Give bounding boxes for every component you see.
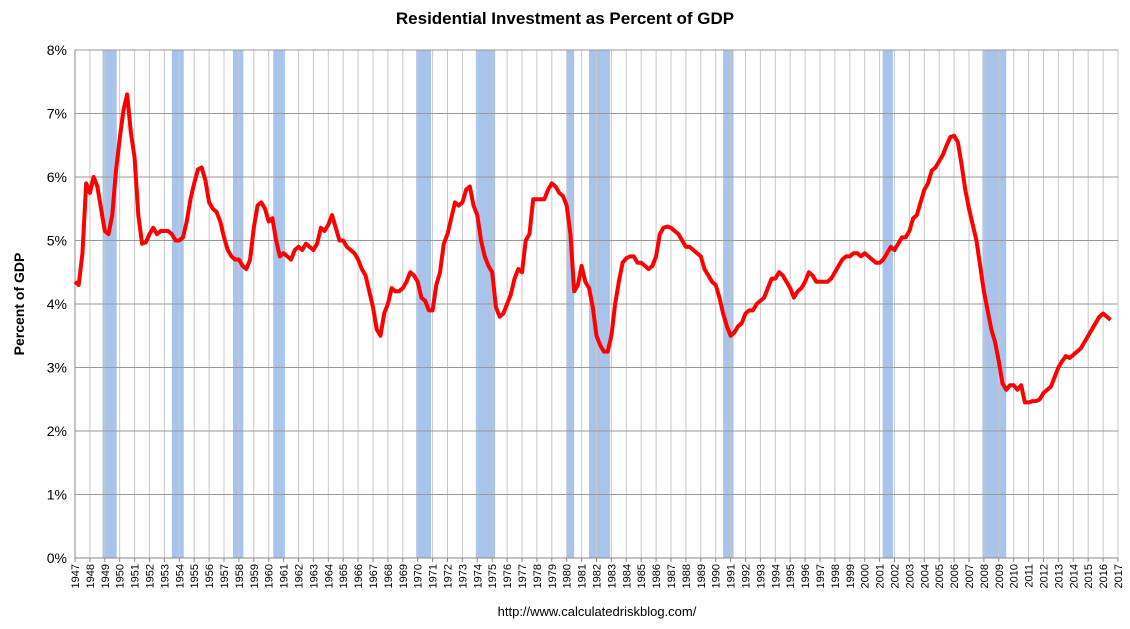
data-line [73, 92, 1112, 405]
x-tick-label: 1985 [636, 564, 648, 588]
x-tick-label: 1956 [204, 564, 216, 588]
x-tick-label: 1960 [264, 564, 276, 588]
x-tick-label: 1991 [726, 564, 738, 588]
x-tick-label: 1968 [383, 564, 395, 588]
x-tick-label: 1997 [815, 564, 827, 588]
y-axis-label: Percent of GDP [11, 253, 27, 356]
x-tick-label: 2013 [1053, 564, 1065, 588]
y-tick-label: 7% [47, 106, 67, 122]
x-tick-label: 1955 [189, 564, 201, 588]
x-tick-label: 1969 [398, 564, 410, 588]
x-tick-label: 1999 [845, 564, 857, 588]
x-tick-label: 2004 [919, 564, 931, 588]
x-tick-label: 2016 [1098, 564, 1110, 588]
x-tick-label: 1993 [755, 564, 767, 588]
y-tick-label: 4% [47, 296, 67, 312]
x-tick-label: 1959 [249, 564, 261, 588]
x-tick-label: 1996 [800, 564, 812, 588]
y-tick-label: 5% [47, 233, 67, 249]
x-tick-label: 1949 [100, 564, 112, 588]
x-tick-label: 1963 [308, 564, 320, 588]
chart-title: Residential Investment as Percent of GDP [396, 9, 734, 28]
x-tick-label: 1992 [741, 564, 753, 588]
x-tick-label: 1970 [413, 564, 425, 588]
y-tick-label: 1% [47, 487, 67, 503]
x-tick-label: 1953 [159, 564, 171, 588]
source-note: http://www.calculatedriskblog.com/ [498, 604, 697, 619]
x-tick-label: 1981 [577, 564, 589, 588]
x-tick-label: 2005 [934, 564, 946, 588]
x-tick-label: 1989 [696, 564, 708, 588]
x-tick-label: 1965 [338, 564, 350, 588]
x-tick-label: 2007 [964, 564, 976, 588]
y-tick-label: 0% [47, 550, 67, 566]
x-tick-label: 2010 [1009, 564, 1021, 588]
x-tick-label: 1958 [234, 564, 246, 588]
x-tick-label: 1948 [85, 564, 97, 588]
x-tick-label: 1964 [323, 564, 335, 588]
y-tick-label: 2% [47, 423, 67, 439]
x-tick-label: 2017 [1113, 564, 1125, 588]
x-tick-label: 2008 [979, 564, 991, 588]
x-tick-label: 1994 [770, 564, 782, 588]
x-tick-label: 1957 [219, 564, 231, 588]
x-tick-label: 1998 [830, 564, 842, 588]
x-tick-label: 1962 [294, 564, 306, 588]
x-tick-label: 1952 [145, 564, 157, 588]
x-tick-label: 1967 [368, 564, 380, 588]
x-tick-label: 1971 [428, 564, 440, 588]
x-tick-label: 1951 [130, 564, 142, 588]
x-tick-label: 1980 [562, 564, 574, 588]
y-tick-label: 3% [47, 360, 67, 376]
x-tick-label: 1986 [651, 564, 663, 588]
x-tick-label: 2006 [949, 564, 961, 588]
x-tick-label: 1954 [174, 564, 186, 588]
x-tick-label: 1950 [115, 564, 127, 588]
x-tick-label: 1977 [517, 564, 529, 588]
x-tick-label: 2009 [994, 564, 1006, 588]
x-tick-label: 2015 [1083, 564, 1095, 588]
x-tick-label: 1966 [353, 564, 365, 588]
x-tick-label: 1975 [487, 564, 499, 588]
x-tick-label: 1979 [547, 564, 559, 588]
x-tick-label: 1990 [711, 564, 723, 588]
y-tick-label: 8% [47, 42, 67, 58]
x-tick-label: 2012 [1039, 564, 1051, 588]
x-tick-label: 2014 [1068, 564, 1080, 588]
x-tick-label: 1976 [502, 564, 514, 588]
x-tick-label: 1982 [592, 564, 604, 588]
x-tick-label: 2003 [904, 564, 916, 588]
x-tick-label: 1972 [443, 564, 455, 588]
x-tick-label: 1978 [532, 564, 544, 588]
x-tick-label: 1974 [472, 564, 484, 588]
x-tick-label: 1987 [666, 564, 678, 588]
x-tick-label: 1973 [457, 564, 469, 588]
x-tick-label: 2000 [860, 564, 872, 588]
x-tick-label: 2002 [890, 564, 902, 588]
y-tick-label: 6% [47, 169, 67, 185]
x-tick-label: 1984 [621, 564, 633, 588]
x-tick-label: 2001 [875, 564, 887, 588]
x-tick-label: 1947 [70, 564, 82, 588]
x-tick-label: 1983 [606, 564, 618, 588]
x-tick-label: 2011 [1024, 564, 1036, 588]
x-tick-label: 1988 [681, 564, 693, 588]
x-tick-label: 1961 [279, 564, 291, 588]
x-tick-label: 1995 [785, 564, 797, 588]
